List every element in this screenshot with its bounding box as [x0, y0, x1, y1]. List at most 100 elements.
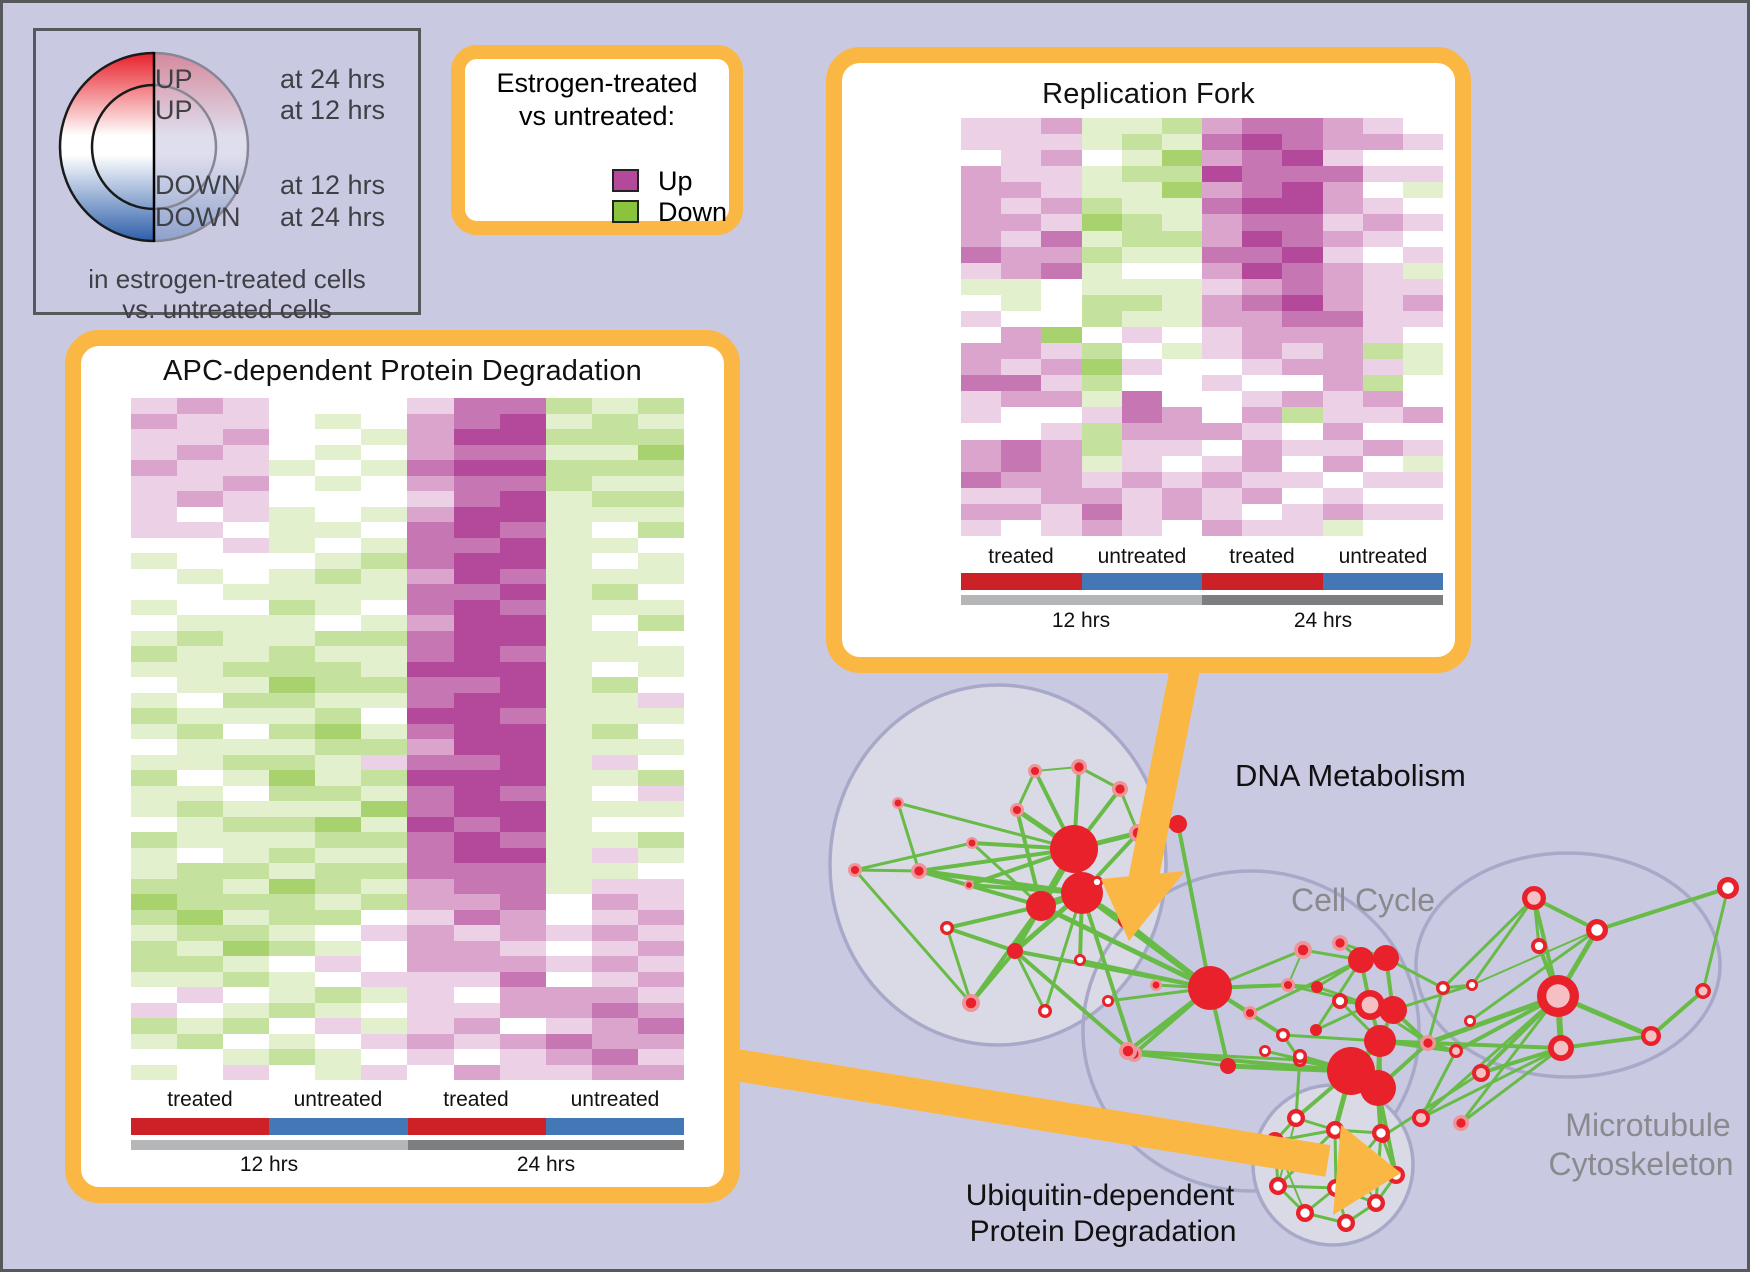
- heatmap-cell: [637, 692, 684, 708]
- heatmap-cell: [177, 1018, 224, 1034]
- rf-untreated-24-label: untreated: [1338, 545, 1428, 568]
- heatmap-cell: [407, 708, 454, 724]
- network-node-center: [1698, 986, 1708, 996]
- heatmap-cell: [453, 878, 500, 894]
- heatmap-cell: [1282, 214, 1323, 231]
- heatmap-cell: [1242, 230, 1283, 247]
- heatmap-cell: [1402, 391, 1443, 408]
- heatmap-cell: [1041, 391, 1082, 408]
- heatmap-cell: [453, 398, 500, 414]
- heatmap-cell: [269, 522, 316, 538]
- network-edge: [1382, 1071, 1482, 1138]
- heatmap-cell: [269, 429, 316, 445]
- heatmap-cell: [637, 506, 684, 522]
- heatmap-cell: [1161, 310, 1202, 327]
- network-edge: [896, 802, 921, 872]
- heatmap-cell: [315, 832, 362, 848]
- heatmap-cell: [361, 413, 408, 429]
- heatmap-cell: [177, 475, 224, 491]
- heatmap-cell: [545, 537, 592, 553]
- heatmap-cell: [315, 615, 362, 631]
- heatmap-cell: [315, 987, 362, 1003]
- heatmap-cell: [499, 770, 546, 786]
- heatmap-cell: [361, 847, 408, 863]
- heatmap-cell: [1041, 166, 1082, 183]
- heatmap-cell: [407, 692, 454, 708]
- heatmap-cell: [361, 894, 408, 910]
- heatmap-cell: [1121, 310, 1162, 327]
- heatmap-cell: [177, 770, 224, 786]
- heatmap-cell: [591, 630, 638, 646]
- heatmap-cell: [407, 413, 454, 429]
- heatmap-cell: [1282, 359, 1323, 376]
- heatmap-cell: [499, 894, 546, 910]
- heatmap-cell: [315, 878, 362, 894]
- heatmap-cell: [407, 925, 454, 941]
- heatmap-cell: [407, 615, 454, 631]
- network-edge: [1427, 1041, 1562, 1050]
- heatmap-cell: [453, 801, 500, 817]
- heatmap-cell: [1322, 182, 1363, 199]
- heatmap-cell: [269, 770, 316, 786]
- heatmap-cell: [1001, 359, 1042, 376]
- heatmap-cell: [961, 407, 1002, 424]
- heatmap-cell: [1322, 391, 1363, 408]
- network-node-center: [1439, 984, 1447, 992]
- heatmap-cell: [1282, 455, 1323, 472]
- heatmap-cell: [315, 630, 362, 646]
- heatmap-cell: [223, 398, 270, 414]
- heatmap-cell: [407, 940, 454, 956]
- heatmap-cell: [545, 894, 592, 910]
- heatmap-cell: [499, 1033, 546, 1049]
- network-nodes: [848, 759, 1739, 1232]
- heatmap-cell: [1202, 230, 1243, 247]
- heatmap-cell: [223, 1033, 270, 1049]
- heatmap-cell: [131, 894, 178, 910]
- heatmap-cell: [1161, 118, 1202, 135]
- heatmap-cell: [177, 460, 224, 476]
- heatmap-cell: [1121, 230, 1162, 247]
- heatmap-cell: [961, 487, 1002, 504]
- heatmap-cell: [1362, 503, 1403, 520]
- heatmap-cell: [223, 537, 270, 553]
- down-label: Down: [658, 197, 728, 227]
- heatmap-cell: [637, 801, 684, 817]
- time-24hrs-bar: [407, 1140, 684, 1150]
- heatmap-cell: [1161, 471, 1202, 488]
- heatmap-cell: [637, 971, 684, 987]
- rf-time-bar: [961, 595, 1443, 605]
- heatmap-cell: [315, 553, 362, 569]
- network-node-center: [1152, 981, 1160, 989]
- heatmap-cell: [1402, 294, 1443, 311]
- heatmap-cell: [315, 1064, 362, 1080]
- heatmap-cell: [591, 878, 638, 894]
- heatmap-cell: [499, 553, 546, 569]
- heatmap-cell: [1121, 166, 1162, 183]
- heatmap-cell: [591, 398, 638, 414]
- heatmap-cell: [1202, 471, 1243, 488]
- heatmap-cell: [499, 568, 546, 584]
- network-node-center: [1415, 1112, 1427, 1124]
- heatmap-cell: [1322, 423, 1363, 440]
- network-node-center: [1115, 784, 1125, 794]
- network-node-center: [1335, 938, 1345, 948]
- heatmap-cell: [499, 677, 546, 693]
- heatmap-cell: [1202, 503, 1243, 520]
- heatmap-cell: [499, 832, 546, 848]
- rf-group-labels: treated untreated treated untreated: [961, 545, 1443, 569]
- heatmap-cell: [1242, 278, 1283, 295]
- heatmap-cell: [1121, 327, 1162, 344]
- heatmap-cell: [961, 310, 1002, 327]
- heatmap-cell: [269, 894, 316, 910]
- heatmap-cell: [1402, 182, 1443, 199]
- network-node-center: [1076, 956, 1084, 964]
- heatmap-cell: [499, 1049, 546, 1065]
- heatmap-cell: [545, 909, 592, 925]
- heatmap-cell: [453, 940, 500, 956]
- heatmap-cell: [1282, 327, 1323, 344]
- heatmap-cell: [361, 723, 408, 739]
- heatmap-cell: [591, 553, 638, 569]
- apc-heatmap-panel: APC-dependent Protein Degradation treate…: [65, 330, 740, 1203]
- heatmap-cell: [177, 615, 224, 631]
- heatmap-cell: [223, 661, 270, 677]
